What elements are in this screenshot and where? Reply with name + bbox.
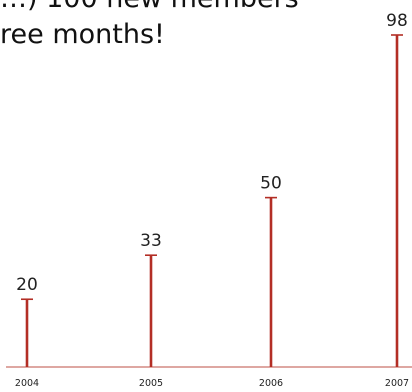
x-tick-label-2007: 2007 <box>385 378 409 389</box>
value-label-2007: 98 <box>386 11 408 31</box>
value-label-2004: 20 <box>16 275 38 295</box>
headline-line-2: ree months! <box>0 19 165 50</box>
x-tick-label-2004: 2004 <box>15 378 39 389</box>
headline-line-1: …) 100 new members <box>0 0 299 12</box>
value-label-2006: 50 <box>260 174 282 194</box>
value-label-2005: 33 <box>140 231 162 251</box>
x-tick-label-2006: 2006 <box>259 378 283 389</box>
x-tick-label-2005: 2005 <box>139 378 163 389</box>
